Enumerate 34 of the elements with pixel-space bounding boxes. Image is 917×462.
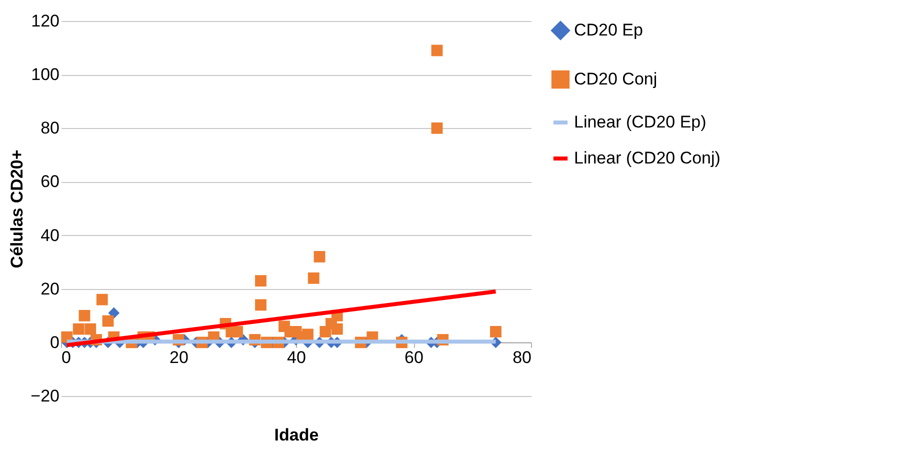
legend-label: Linear (CD20 Conj): [574, 148, 720, 168]
y-tick-label: 120: [31, 12, 60, 30]
legend-label: Linear (CD20 Ep): [574, 112, 706, 132]
y-tick-label: 0: [50, 332, 60, 352]
y-axis-title: Células CD20+: [8, 150, 27, 268]
x-tick-label: 60: [404, 348, 424, 367]
x-axis-title: Idade: [274, 426, 319, 444]
legend-label: CD20 Conj: [574, 70, 658, 88]
point: [314, 251, 326, 262]
point: [255, 299, 266, 311]
y-tick-label: 60: [40, 172, 60, 192]
y-tick-label: 80: [40, 118, 60, 138]
point: [84, 323, 96, 335]
point: [308, 272, 320, 284]
point: [108, 307, 120, 319]
y-tick-label: 40: [40, 226, 60, 245]
x-tick-label: 80: [512, 348, 532, 367]
point: [78, 310, 90, 322]
x-tick-label: 20: [170, 348, 188, 367]
point: [302, 328, 314, 340]
y-tick-label: 20: [40, 279, 60, 298]
legend-label: CD20 Ep: [574, 20, 643, 40]
point: [431, 122, 443, 134]
point: [96, 294, 108, 306]
point: [232, 326, 243, 338]
x-tick-label: 40: [287, 348, 306, 367]
y-tick-label: −20: [30, 386, 60, 406]
point: [102, 315, 114, 327]
point: [331, 323, 343, 335]
point: [431, 44, 443, 56]
point: [255, 275, 266, 287]
point: [490, 326, 502, 338]
point: [72, 323, 84, 335]
y-tick-label: 100: [31, 65, 60, 84]
